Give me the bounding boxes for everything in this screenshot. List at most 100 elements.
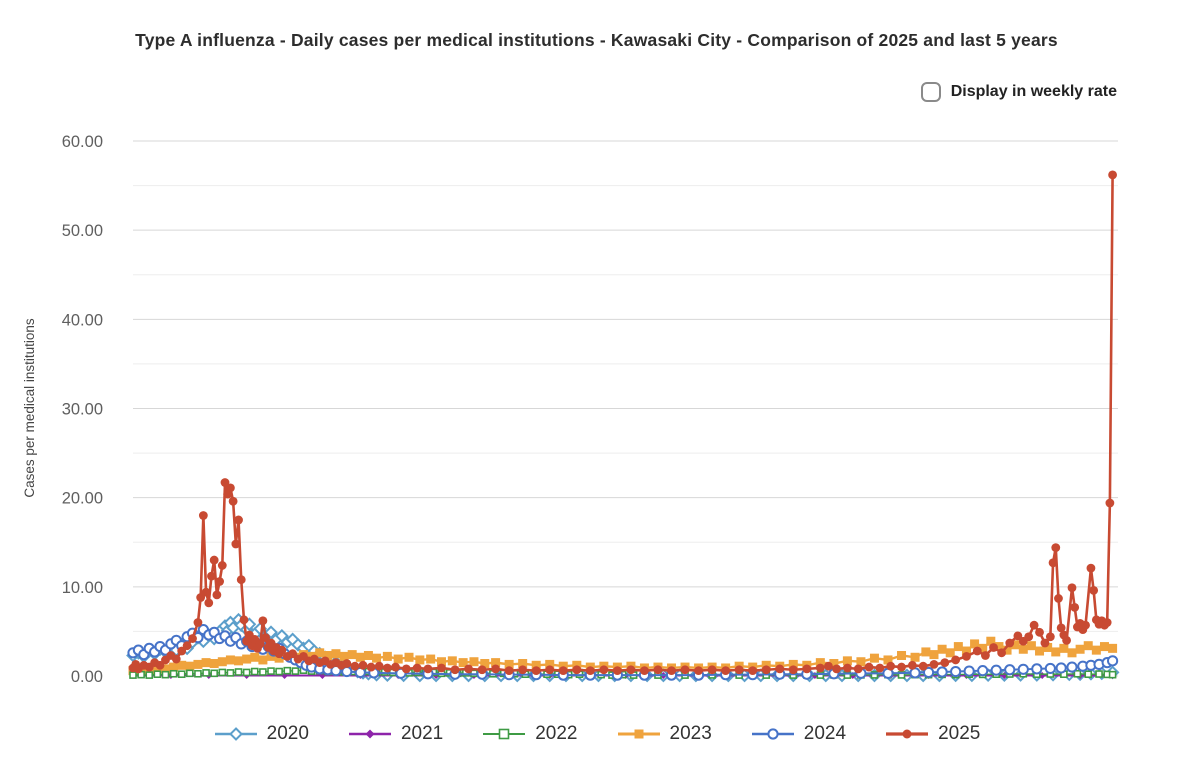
- data-point: [921, 647, 931, 657]
- data-point: [210, 669, 218, 678]
- data-point: [951, 655, 961, 665]
- data-point: [153, 670, 162, 679]
- data-point: [193, 659, 203, 669]
- checkbox-icon[interactable]: [920, 82, 941, 102]
- data-point: [239, 615, 249, 625]
- data-point: [545, 665, 555, 675]
- data-point: [491, 664, 501, 674]
- data-point: [242, 654, 252, 664]
- series-2025: [128, 170, 1117, 676]
- data-point: [1075, 644, 1085, 654]
- data-point: [355, 652, 365, 662]
- data-point: [1040, 638, 1050, 648]
- data-point: [217, 561, 227, 570]
- data-point: [940, 658, 950, 668]
- data-point: [558, 666, 568, 676]
- data-point: [545, 659, 555, 669]
- data-point: [653, 665, 663, 675]
- data-point: [234, 515, 243, 525]
- data-point: [196, 593, 206, 602]
- data-point: [212, 590, 222, 600]
- data-point: [401, 664, 411, 674]
- data-point: [950, 665, 962, 678]
- data-point: [382, 663, 392, 673]
- data-point: [236, 575, 246, 585]
- data-point: [350, 661, 360, 671]
- legend-item-2021[interactable]: 2021: [347, 723, 443, 745]
- data-point: [1081, 620, 1090, 630]
- data-point: [981, 651, 990, 660]
- data-point: [864, 662, 874, 672]
- data-point: [518, 659, 528, 669]
- y-tick-label: 30.00: [62, 401, 103, 419]
- data-point: [1054, 594, 1063, 603]
- data-point: [970, 639, 980, 649]
- legend-item-2024[interactable]: 2024: [750, 723, 846, 745]
- data-point: [856, 657, 866, 667]
- data-point: [1018, 644, 1028, 654]
- data-point: [226, 669, 235, 677]
- data-point: [415, 655, 425, 665]
- data-point: [188, 634, 197, 643]
- data-point: [177, 660, 187, 670]
- data-point: [382, 651, 392, 661]
- data-point: [1035, 646, 1045, 656]
- data-point: [259, 668, 267, 676]
- weekly-rate-checkbox[interactable]: Display in weekly rate: [920, 82, 1117, 102]
- data-point: [922, 666, 935, 679]
- data-point: [412, 663, 422, 673]
- data-point: [870, 671, 879, 679]
- data-point: [612, 666, 622, 676]
- data-point: [209, 555, 219, 565]
- legend-item-2023[interactable]: 2023: [616, 723, 712, 745]
- legend-item-2020[interactable]: 2020: [213, 723, 309, 745]
- data-point: [869, 653, 879, 663]
- data-point: [447, 656, 457, 666]
- data-point: [1095, 670, 1103, 678]
- y-tick-label: 20.00: [62, 490, 103, 508]
- data-point: [962, 651, 971, 661]
- data-point: [815, 663, 825, 673]
- data-point: [1067, 648, 1077, 658]
- data-point: [365, 729, 375, 739]
- data-point: [788, 665, 798, 675]
- data-point: [1086, 563, 1096, 573]
- legend-item-2022[interactable]: 2022: [481, 723, 578, 745]
- data-point: [1024, 632, 1034, 642]
- data-point: [277, 645, 287, 655]
- data-point: [358, 660, 368, 670]
- data-point: [228, 727, 243, 741]
- data-point: [274, 653, 284, 663]
- data-point: [1089, 586, 1099, 595]
- data-point: [437, 663, 446, 673]
- data-point: [531, 666, 541, 676]
- data-point: [339, 651, 349, 661]
- data-point: [129, 671, 137, 679]
- data-point: [169, 662, 179, 672]
- data-point: [1102, 618, 1112, 627]
- legend-item-2025[interactable]: 2025: [884, 723, 980, 745]
- legend-marker-2020: [214, 727, 257, 741]
- data-point: [242, 668, 251, 677]
- data-point: [202, 669, 210, 677]
- data-point: [802, 664, 812, 674]
- data-point: [990, 664, 1002, 676]
- data-point: [1005, 638, 1015, 648]
- data-point: [1044, 662, 1056, 675]
- data-point: [853, 664, 863, 674]
- data-point: [258, 655, 268, 665]
- data-point: [250, 667, 259, 676]
- data-point: [234, 668, 243, 676]
- data-point: [937, 644, 947, 654]
- data-point: [283, 666, 292, 675]
- data-point: [291, 667, 300, 675]
- data-point: [815, 658, 825, 668]
- data-point: [258, 616, 268, 626]
- data-point: [572, 665, 582, 675]
- data-point: [458, 658, 468, 668]
- data-point: [194, 669, 202, 678]
- data-point: [218, 668, 227, 677]
- data-point: [145, 671, 154, 679]
- data-point: [491, 658, 501, 668]
